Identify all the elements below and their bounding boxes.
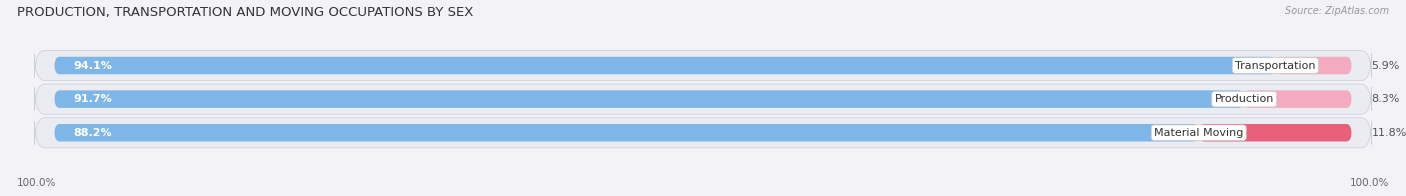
- Text: 88.2%: 88.2%: [73, 128, 112, 138]
- FancyBboxPatch shape: [53, 57, 1353, 74]
- FancyBboxPatch shape: [53, 124, 1199, 142]
- Text: Material Moving: Material Moving: [1154, 128, 1243, 138]
- FancyBboxPatch shape: [35, 84, 1371, 114]
- Text: 11.8%: 11.8%: [1371, 128, 1406, 138]
- FancyBboxPatch shape: [35, 118, 1371, 148]
- Text: Transportation: Transportation: [1234, 61, 1316, 71]
- Text: Production: Production: [1215, 94, 1274, 104]
- FancyBboxPatch shape: [53, 90, 1353, 108]
- Text: 8.3%: 8.3%: [1371, 94, 1400, 104]
- FancyBboxPatch shape: [35, 50, 1371, 81]
- Text: Source: ZipAtlas.com: Source: ZipAtlas.com: [1285, 6, 1389, 16]
- FancyBboxPatch shape: [53, 57, 1275, 74]
- Text: 5.9%: 5.9%: [1371, 61, 1400, 71]
- Text: PRODUCTION, TRANSPORTATION AND MOVING OCCUPATIONS BY SEX: PRODUCTION, TRANSPORTATION AND MOVING OC…: [17, 6, 474, 19]
- Text: 91.7%: 91.7%: [73, 94, 112, 104]
- FancyBboxPatch shape: [1199, 124, 1353, 142]
- Text: 100.0%: 100.0%: [17, 178, 56, 188]
- Text: 94.1%: 94.1%: [73, 61, 112, 71]
- FancyBboxPatch shape: [53, 124, 1353, 142]
- FancyBboxPatch shape: [53, 90, 1244, 108]
- FancyBboxPatch shape: [1275, 57, 1353, 74]
- FancyBboxPatch shape: [1244, 90, 1353, 108]
- Text: 100.0%: 100.0%: [1350, 178, 1389, 188]
